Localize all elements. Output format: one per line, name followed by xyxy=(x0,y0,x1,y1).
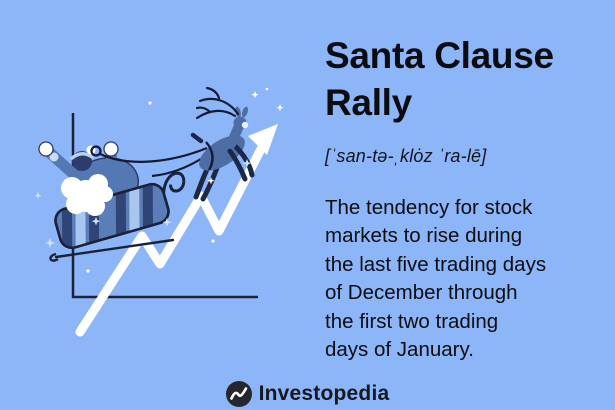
rising-trend-arrow-icon xyxy=(75,124,278,337)
investopedia-logo-icon xyxy=(225,381,252,407)
investopedia-logo: Investopedia xyxy=(0,381,615,407)
investopedia-logo-text: Investopedia xyxy=(258,382,390,405)
sleigh-runner xyxy=(49,238,175,262)
pronunciation-text: [ˈsan-tə-ˌklȯz ˈra-lē] xyxy=(325,146,487,166)
santa-beard xyxy=(61,174,113,216)
page-title: Santa Clause Rally xyxy=(325,35,554,123)
reindeer-icon xyxy=(190,86,255,202)
sparkle-icons xyxy=(34,87,284,273)
definition-text: The tendency for stock markets to rise d… xyxy=(325,196,547,362)
